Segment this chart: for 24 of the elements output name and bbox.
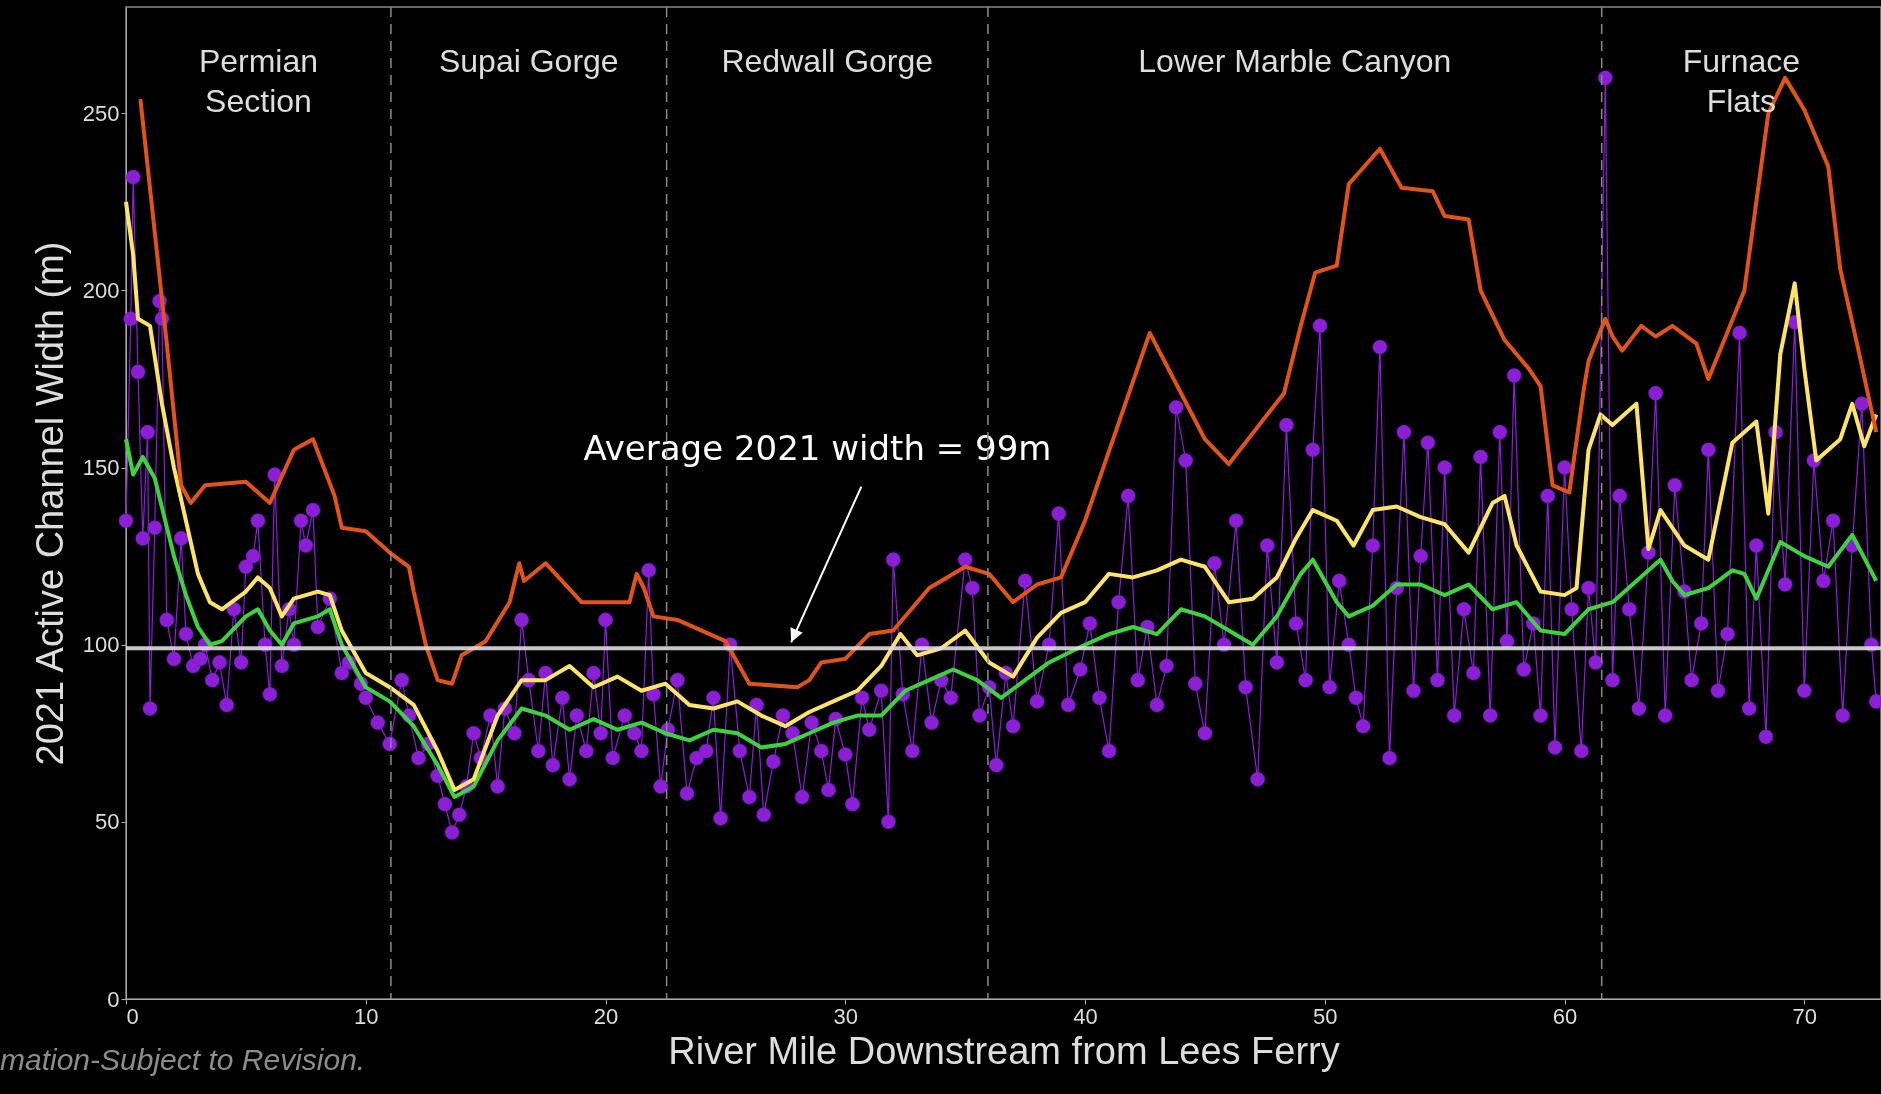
annotation: Redwall Gorge	[721, 43, 934, 79]
annotation: Supai Gorge	[438, 43, 619, 79]
y-axis-title: 2021 Active Channel Width (m)	[28, 241, 71, 766]
x-tick-label: 10	[354, 1003, 379, 1029]
text: mation-Subject to Revision.	[0, 1043, 366, 1076]
x-tick-label: 40	[1073, 1003, 1098, 1029]
y-tick-label: 200	[82, 277, 120, 303]
x-tick-label: 70	[1792, 1003, 1818, 1029]
annotation: Lower Marble Canyon	[1138, 43, 1452, 79]
y-tick-label: 0	[107, 986, 120, 1012]
x-tick-label: 20	[593, 1003, 619, 1029]
x-tick-label: 30	[833, 1003, 858, 1029]
y-tick-label: 100	[82, 632, 120, 658]
x-tick-label: 0	[126, 1003, 139, 1029]
x-axis-title: River Mile Downstream from Lees Ferry	[668, 1029, 1340, 1072]
annotation: Furnace Flats	[1682, 43, 1801, 119]
x-tick-label: 50	[1313, 1003, 1338, 1029]
y-tick-label: 250	[82, 100, 120, 126]
y-tick-label: 150	[82, 455, 120, 481]
y-tick-label: 50	[95, 809, 120, 835]
line-series	[124, 199, 1879, 792]
ref-line-label: Average 2021 width = 99m	[583, 427, 1052, 468]
annotation: Permian Section	[198, 43, 319, 119]
x-tick-label: 60	[1552, 1003, 1578, 1029]
